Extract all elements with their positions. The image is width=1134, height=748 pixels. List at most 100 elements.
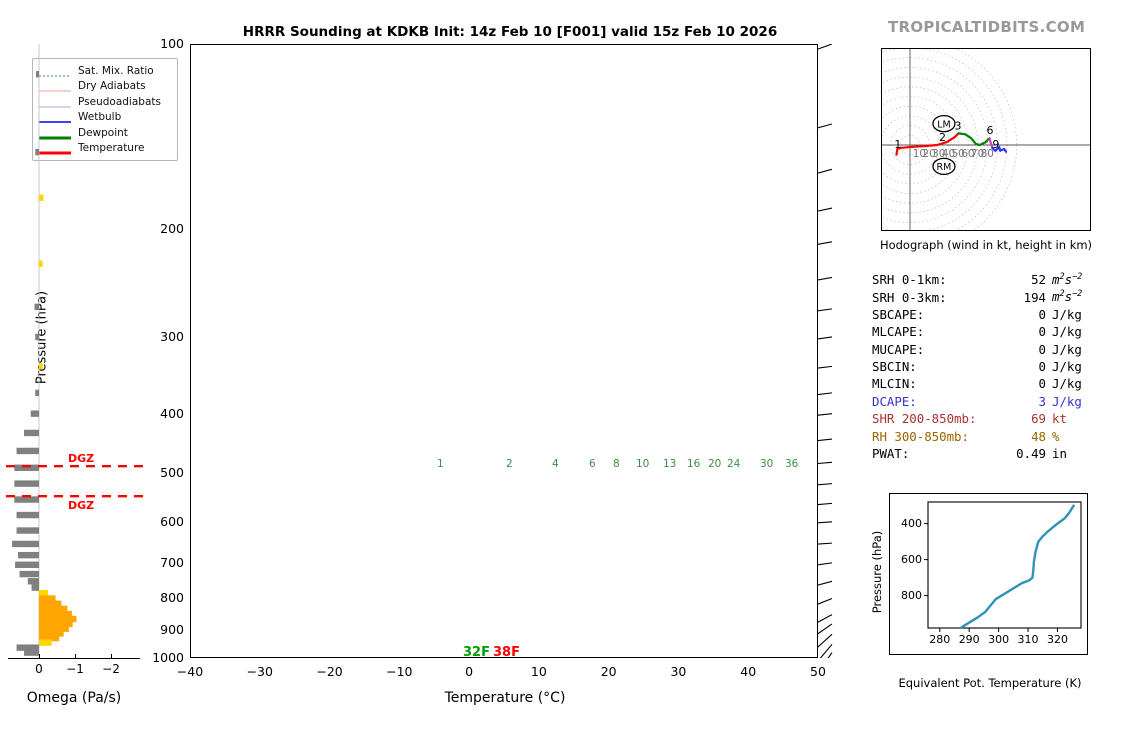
wind-barb xyxy=(827,652,833,658)
temperature-tick: 30 xyxy=(670,664,687,679)
mixing-ratio-label: 20 xyxy=(708,458,722,470)
parameter-value: 0 xyxy=(1038,306,1046,322)
omega-tick: −2 xyxy=(102,662,120,676)
parameter-name: SRH 0-1km: xyxy=(872,272,947,288)
hodograph-height-label: 3 xyxy=(955,119,962,132)
temperature-tick: −40 xyxy=(176,664,204,679)
parameter-value: 0.49 xyxy=(1016,445,1046,461)
dgz-label: DGZ xyxy=(68,499,95,513)
omega-tick-mark xyxy=(111,654,113,659)
parameter-unit: J/kg xyxy=(1052,376,1082,392)
parameter-row: MUCAPE: 0 J/kg xyxy=(872,342,1104,359)
sounding-title: HRRR Sounding at KDKB Init: 14z Feb 10 [… xyxy=(242,24,778,40)
wind-barb xyxy=(818,633,833,648)
omega-tick-mark xyxy=(39,654,41,659)
mixing-ratio-label: 1 xyxy=(437,458,444,470)
parameter-row: SBCIN: 0 J/kg xyxy=(872,359,1104,376)
wind-barb xyxy=(818,241,833,245)
legend-swatch xyxy=(38,112,72,123)
hodograph-ring-label: 60 xyxy=(961,148,974,160)
parameter-row: SRH 0-1km: 52 m2s−2 xyxy=(872,272,1104,289)
mixing-ratio-label: 16 xyxy=(687,458,701,470)
parameter-value: 194 xyxy=(1023,289,1046,305)
pressure-tick: 400 xyxy=(160,405,184,421)
wind-barb xyxy=(818,413,833,416)
omega-axis-line xyxy=(8,658,140,660)
legend-item: Temperature xyxy=(38,141,172,157)
hodograph-frame xyxy=(881,48,1091,231)
wind-barb xyxy=(818,597,833,605)
parameter-name: DCAPE: xyxy=(872,393,917,409)
wind-barb xyxy=(818,392,833,396)
skewt-plot-frame xyxy=(190,44,818,658)
parameter-name: SHR 200-850mb: xyxy=(872,411,977,427)
parameter-unit: J/kg xyxy=(1052,306,1082,322)
thetae-plot xyxy=(924,501,1082,632)
parameter-value: 69 xyxy=(1031,411,1046,427)
omega-tick: −1 xyxy=(66,662,84,676)
parameter-name: SBCAPE: xyxy=(872,306,925,322)
legend-label: Pseudoadiabats xyxy=(78,95,161,108)
parameter-unit: J/kg xyxy=(1052,341,1082,357)
temperature-tick: −20 xyxy=(316,664,343,679)
wind-barb xyxy=(818,168,833,174)
hodograph-height-label: 2 xyxy=(939,131,946,144)
thetae-y-tick: 400 xyxy=(901,516,922,530)
legend-label: Sat. Mix. Ratio xyxy=(78,64,154,77)
parameter-row: RH 300-850mb: 48% xyxy=(872,429,1104,446)
wind-barb xyxy=(818,438,833,442)
mixing-ratio-label: 24 xyxy=(727,458,741,470)
parameter-row: MLCAPE: 0 J/kg xyxy=(872,324,1104,341)
wind-barb xyxy=(818,336,833,340)
mixing-ratio-label: 2 xyxy=(506,458,513,470)
legend-item: Sat. Mix. Ratio xyxy=(38,63,172,79)
temperature-tick: 0 xyxy=(465,664,474,679)
omega-tick: 0 xyxy=(35,662,43,676)
temperature-axis-label: Temperature (°C) xyxy=(444,690,566,706)
parameter-name: MLCAPE: xyxy=(872,324,925,340)
temperature-tick: 40 xyxy=(740,664,757,679)
svg-text:LM: LM xyxy=(937,119,951,130)
wind-barb xyxy=(818,207,833,212)
thetae-y-tick: 800 xyxy=(901,588,922,602)
legend-swatch xyxy=(38,66,72,77)
mixing-ratio-label: 8 xyxy=(613,458,620,470)
dgz-label: DGZ xyxy=(68,452,95,466)
temperature-tick: 50 xyxy=(810,664,826,679)
legend-label: Temperature xyxy=(78,142,145,155)
parameter-unit: J/kg xyxy=(1052,324,1082,340)
parameter-name: PWAT: xyxy=(872,445,910,461)
omega-tick-mark xyxy=(75,654,77,659)
legend-label: Dry Adiabats xyxy=(78,80,146,93)
parameter-row: SRH 0-3km: 194 m2s−2 xyxy=(872,289,1104,306)
legend-item: Pseudoadiabats xyxy=(38,94,172,110)
pressure-tick: 200 xyxy=(160,220,184,236)
parameter-value: 0 xyxy=(1038,341,1046,357)
sounding-parameters-table: SRH 0-1km: 52 m2s−2 SRH 0-3km: 194 m2s−2 SBCAP… xyxy=(872,272,1104,463)
parameter-name: SBCIN: xyxy=(872,358,917,374)
wind-barb xyxy=(818,308,833,312)
temperature-tick: 10 xyxy=(530,664,547,679)
parameter-name: MLCIN: xyxy=(872,376,917,392)
thetae-y-tick: 600 xyxy=(901,552,922,566)
legend-label: Dewpoint xyxy=(78,126,128,139)
wind-barb-column xyxy=(818,44,833,658)
parameter-row: DCAPE: 3 J/kg xyxy=(872,394,1104,411)
wind-barb xyxy=(818,562,833,566)
wind-barb xyxy=(818,521,833,524)
wind-barb xyxy=(818,614,833,623)
thetae-x-tick: 290 xyxy=(958,633,980,646)
mixing-ratio-label: 6 xyxy=(589,458,596,470)
surface-temperature-label: 38F xyxy=(493,645,520,660)
mixing-ratio-label: 36 xyxy=(785,458,799,470)
omega-axis-label: Omega (Pa/s) xyxy=(26,690,122,706)
wind-barb xyxy=(818,542,833,545)
mixing-ratio-label: 30 xyxy=(760,458,774,470)
thetae-x-tick: 280 xyxy=(929,633,951,646)
pressure-tick: 300 xyxy=(160,328,184,344)
parameter-name: RH 300-850mb: xyxy=(872,428,969,444)
hodograph-height-label: 6 xyxy=(987,124,994,137)
legend-swatch xyxy=(38,128,72,140)
temperature-tick: −10 xyxy=(386,664,413,679)
